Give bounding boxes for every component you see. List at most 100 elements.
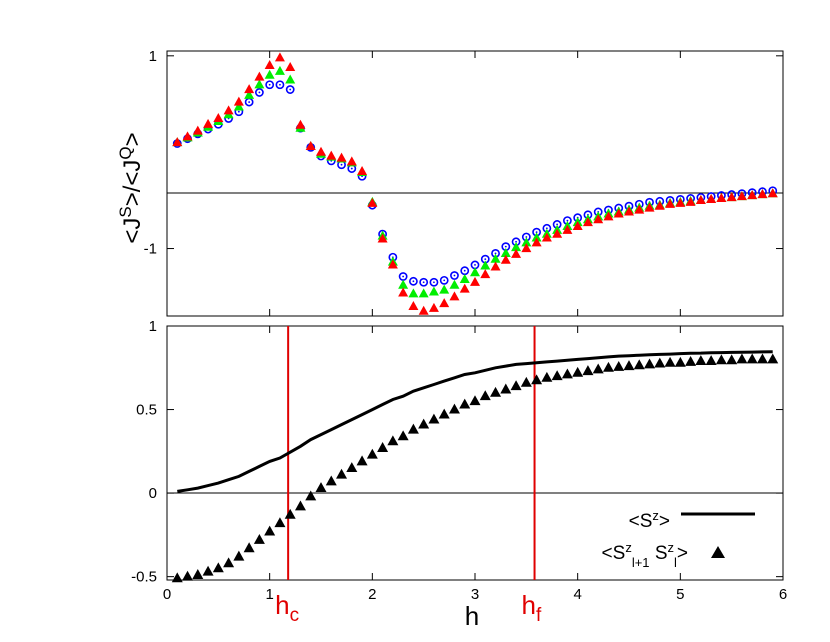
top-y-axis-label: <JS>/<JQ>: [116, 132, 147, 243]
series-point-szz: [541, 371, 553, 382]
top-point-red-triangle: [233, 96, 244, 106]
bottom-x-tick-label: 2: [368, 586, 376, 603]
top-point-red-triangle: [470, 276, 480, 286]
top-point-red-triangle: [326, 150, 337, 160]
top-point-circle: [265, 80, 275, 90]
top-point-dot: [535, 231, 538, 234]
top-point-red-triangle: [531, 237, 542, 247]
top-y-tick-label: 1: [149, 48, 157, 65]
top-point-dot: [412, 280, 415, 283]
top-point-red-triangle: [582, 217, 593, 227]
bottom-data-series: [171, 350, 779, 583]
top-point-green-triangle: [490, 253, 501, 263]
series-point-szz: [459, 398, 471, 409]
series-point-szz: [592, 363, 604, 374]
top-point-red-triangle: [706, 194, 717, 203]
series-point-szz: [387, 435, 399, 446]
series-point-szz: [171, 572, 183, 583]
top-point-dot: [443, 279, 446, 282]
bottom-x-ticks: 0 1 2 3 4 5 6: [163, 326, 787, 603]
top-point-red-triangle: [716, 193, 727, 203]
series-point-szz: [726, 354, 738, 365]
top-point-green-triangle: [408, 288, 419, 298]
top-point-dot: [350, 167, 353, 170]
bottom-y-tick-label: 0.5: [136, 402, 157, 419]
bottom-x-tick-label: 4: [573, 586, 581, 603]
top-data-points: [172, 52, 778, 315]
top-point-green-triangle: [449, 279, 460, 289]
top-point-red-triangle: [459, 283, 470, 293]
series-point-szz: [253, 533, 265, 544]
top-point-red-triangle: [624, 206, 634, 216]
top-point-dot: [463, 269, 466, 272]
bottom-x-tick-label: 0: [163, 586, 171, 603]
series-point-szz: [366, 448, 378, 459]
legend: <Sz> <Szl+1 Szl>: [602, 508, 755, 570]
legend-label-sz: <Sz>: [629, 508, 670, 533]
series-point-szz: [377, 442, 389, 452]
bottom-x-tick-label: 1: [265, 586, 273, 603]
top-point-red-triangle: [305, 141, 316, 150]
bottom-y-tick-label: 1: [149, 318, 157, 335]
top-point-red-triangle: [665, 198, 676, 208]
top-panel: 1 -1 <JS>/<JQ>: [116, 48, 784, 317]
top-point-green-triangle: [470, 267, 480, 277]
series-point-szz: [695, 355, 707, 366]
top-point-red-triangle: [367, 197, 378, 207]
top-point-dot: [402, 275, 405, 278]
top-point-circle: [254, 88, 264, 97]
series-point-szz: [736, 353, 748, 364]
x-axis-label: h: [465, 601, 479, 631]
series-point-szz: [233, 550, 245, 561]
top-point-dot: [289, 88, 292, 91]
top-point-red-triangle: [295, 119, 306, 129]
top-point-green-triangle: [480, 260, 491, 270]
series-point-szz: [705, 355, 717, 366]
legend-triangle-marker: [711, 546, 725, 558]
top-point-dot: [566, 219, 569, 222]
top-point-red-triangle: [767, 188, 778, 198]
series-point-szz: [715, 354, 727, 365]
series-point-szz: [602, 361, 614, 372]
top-point-green-triangle: [531, 232, 542, 242]
bottom-x-tick-label: 5: [676, 586, 684, 603]
series-point-szz: [582, 365, 594, 376]
top-point-red-triangle: [346, 156, 357, 166]
series-point-szz: [315, 482, 327, 493]
series-point-szz: [264, 525, 276, 536]
top-point-red-triangle: [285, 61, 296, 71]
top-point-red-triangle: [736, 191, 747, 201]
series-point-szz: [685, 355, 697, 366]
top-point-red-triangle: [511, 248, 522, 258]
series-point-szz: [407, 423, 419, 434]
series-point-szz: [613, 361, 625, 371]
top-point-red-triangle: [408, 300, 419, 310]
top-point-red-triangle: [418, 305, 429, 315]
series-point-szz: [572, 366, 584, 377]
top-point-green-triangle: [398, 279, 409, 289]
series-point-szz: [356, 455, 368, 466]
series-point-szz: [479, 390, 491, 401]
top-point-red-triangle: [603, 211, 614, 221]
series-point-szz: [346, 462, 358, 472]
top-point-red-triangle: [316, 146, 326, 156]
top-y-ticks: 1 -1: [144, 48, 783, 316]
series-point-szz: [192, 569, 204, 579]
top-point-red-triangle: [428, 302, 439, 312]
top-point-green-triangle: [233, 101, 244, 111]
top-point-red-triangle: [172, 137, 183, 147]
series-line-sz: [177, 350, 773, 493]
critical-field-lines: hc hf: [275, 326, 542, 626]
series-point-szz: [633, 359, 645, 370]
top-point-red-triangle: [521, 243, 532, 253]
top-point-dot: [474, 264, 476, 266]
top-point-red-triangle: [757, 189, 768, 199]
top-point-green-triangle: [500, 247, 511, 257]
top-point-dot: [258, 91, 261, 94]
top-point-red-triangle: [203, 118, 214, 128]
series-point-szz: [520, 376, 532, 387]
top-point-dot: [525, 236, 528, 238]
top-point-circle: [429, 277, 439, 287]
top-point-circle: [275, 80, 285, 90]
top-point-green-triangle: [418, 288, 429, 298]
